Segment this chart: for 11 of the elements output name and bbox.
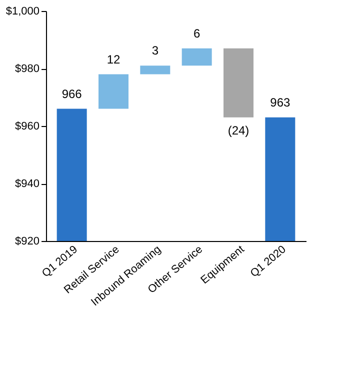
data-label: 3 — [152, 44, 159, 58]
data-label: 12 — [106, 52, 120, 66]
data-label: 6 — [193, 26, 200, 40]
y-tick-label: $960 — [15, 120, 40, 132]
data-label: 966 — [62, 86, 82, 101]
y-tick-label: $1,000 — [6, 6, 40, 18]
y-tick-label: $980 — [15, 63, 40, 75]
data-label: (24) — [228, 123, 250, 138]
y-tick-label: $940 — [15, 178, 40, 190]
y-tick-label: $920 — [15, 236, 40, 248]
data-label: 963 — [270, 95, 290, 110]
